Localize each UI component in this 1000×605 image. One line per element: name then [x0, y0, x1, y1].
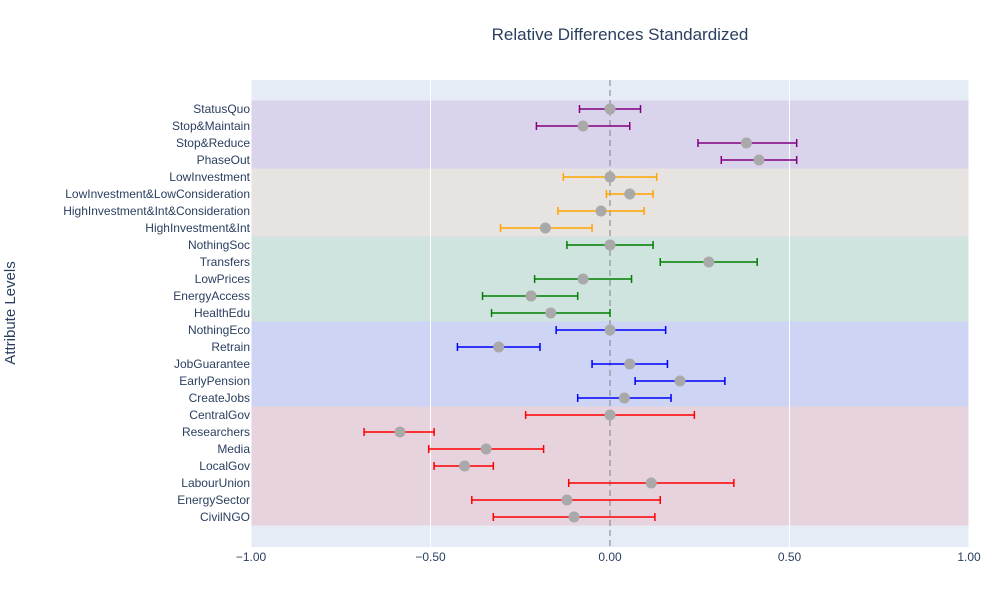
- x-tick-label: 1.00: [957, 550, 981, 564]
- y-tick-label: LowPrices: [195, 272, 250, 286]
- y-tick-label: Retrain: [211, 340, 250, 354]
- y-tick-label: NothingEco: [188, 323, 250, 337]
- y-tick-label: Stop&Reduce: [176, 136, 250, 150]
- y-tick-label: PhaseOut: [197, 153, 251, 167]
- point-lowinvestment: [604, 171, 616, 183]
- point-centralgov: [604, 409, 616, 421]
- y-tick-label: Researchers: [182, 425, 250, 439]
- chart-title: Relative Differences Standardized: [492, 25, 749, 44]
- point-nothingsoc: [604, 239, 616, 251]
- point-localgov: [459, 460, 471, 472]
- y-tick-label: JobGuarantee: [174, 357, 250, 371]
- point-civilngo: [568, 511, 580, 523]
- point-energyaccess: [525, 290, 537, 302]
- y-tick-label: CentralGov: [189, 408, 250, 422]
- x-tick-label: −1.00: [236, 550, 267, 564]
- x-tick-labels: −1.00 −0.50 0.00 0.50 1.00: [236, 550, 981, 564]
- y-tick-label: CivilNGO: [200, 510, 250, 524]
- y-tick-label: EnergySector: [177, 493, 250, 507]
- point-createjobs: [618, 392, 630, 404]
- point-energysector: [561, 494, 573, 506]
- point-healthedu: [545, 307, 557, 319]
- point-nothingeco: [604, 324, 616, 336]
- y-tick-labels: StatusQuo Stop&Maintain Stop&Reduce PhaseOu…: [63, 102, 250, 524]
- y-tick-label: HealthEdu: [194, 306, 250, 320]
- point-stop-maintain: [577, 120, 589, 132]
- point-earlypension: [674, 375, 686, 387]
- y-tick-label: HighInvestment&Int: [145, 221, 250, 235]
- y-tick-label: LocalGov: [199, 459, 250, 473]
- point-phaseout: [753, 154, 765, 166]
- y-tick-label: HighInvestment&Int&Consideration: [63, 204, 250, 218]
- y-tick-label: EnergyAccess: [173, 289, 250, 303]
- point-transfers: [703, 256, 715, 268]
- gridlines: [250, 80, 970, 547]
- y-tick-label: LabourUnion: [181, 476, 250, 490]
- point-researchers: [394, 426, 406, 438]
- y-tick-label: StatusQuo: [193, 102, 250, 116]
- point-highinvestment-int: [539, 222, 551, 234]
- y-tick-label: EarlyPension: [179, 374, 250, 388]
- data-points: [394, 103, 765, 523]
- point-retrain: [493, 341, 505, 353]
- x-tick-label: −0.50: [415, 550, 446, 564]
- y-tick-label: LowInvestment&LowConsideration: [65, 187, 250, 201]
- point-lowinvestment-lowconsideration: [624, 188, 636, 200]
- point-lowprices: [577, 273, 589, 285]
- y-tick-label: Media: [217, 442, 250, 456]
- point-labourunion: [645, 477, 657, 489]
- y-tick-label: LowInvestment: [169, 170, 250, 184]
- point-media: [480, 443, 492, 455]
- point-statusquo: [604, 103, 616, 115]
- x-tick-label: 0.00: [598, 550, 622, 564]
- y-tick-label: Stop&Maintain: [172, 119, 250, 133]
- point-stop-reduce: [740, 137, 752, 149]
- x-tick-label: 0.50: [778, 550, 802, 564]
- y-tick-label: Transfers: [200, 255, 250, 269]
- y-tick-label: CreateJobs: [189, 391, 250, 405]
- y-axis-label: Attribute Levels: [2, 261, 19, 364]
- point-jobguarantee: [624, 358, 636, 370]
- point-highinvestment-int-consideration: [595, 205, 607, 217]
- y-tick-label: NothingSoc: [188, 238, 250, 252]
